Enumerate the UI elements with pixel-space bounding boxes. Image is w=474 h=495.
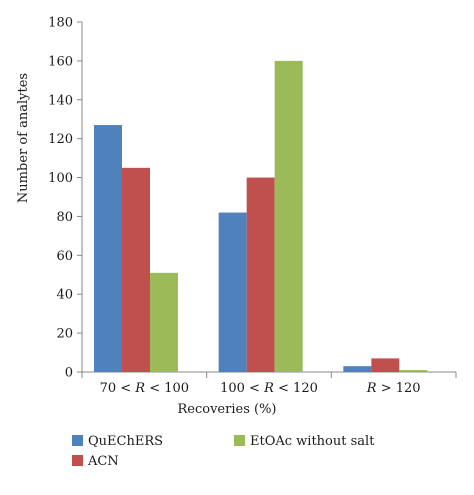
legend: QuEChERS ACN EtOAc without salt: [72, 434, 375, 469]
legend-label-etoac-without-salt: EtOAc without salt: [250, 434, 375, 449]
y-tick-label: 60: [56, 249, 73, 264]
y-tick-label: 80: [56, 210, 73, 225]
bar-etoac-without-salt-1: [274, 60, 303, 373]
bar-acn-1: [246, 177, 275, 372]
bar-quechers-1: [218, 212, 247, 372]
y-tick-label: 40: [56, 288, 73, 303]
x-tick-label: 100 < R < 120: [220, 381, 318, 396]
legend-swatch-acn: [72, 455, 83, 466]
bar-acn-2: [371, 358, 400, 372]
bar-etoac-without-salt-0: [150, 272, 178, 372]
y-tick-label: 100: [48, 171, 73, 186]
bar-quechers-0: [94, 125, 122, 372]
y-tick-label: 20: [56, 327, 73, 342]
legend-swatch-etoac-without-salt: [234, 435, 245, 446]
y-tick-label: 160: [48, 54, 73, 69]
bar-acn-0: [122, 167, 150, 372]
y-tick-label: 0: [65, 366, 73, 381]
y-axis-title: Number of analytes: [16, 73, 31, 203]
labels: 0 20 40 60 80 100 120 140 160 180 70 < R < 100 100 …: [48, 16, 420, 397]
bar-etoac-without-salt-2: [399, 370, 428, 372]
x-tick-label: R > 120: [366, 381, 421, 396]
y-tick-label: 140: [48, 93, 73, 108]
x-tick-label: 70 < R < 100: [100, 381, 189, 396]
y-tick-label: 180: [48, 16, 73, 31]
legend-label-acn: ACN: [87, 454, 119, 469]
legend-label-quechers: QuEChERS: [88, 434, 163, 449]
x-axis-title: Recoveries (%): [178, 402, 277, 417]
bars: [94, 60, 428, 373]
y-tick-label: 120: [48, 132, 73, 147]
bar-quechers-2: [343, 366, 372, 372]
legend-swatch-quechers: [72, 435, 83, 446]
